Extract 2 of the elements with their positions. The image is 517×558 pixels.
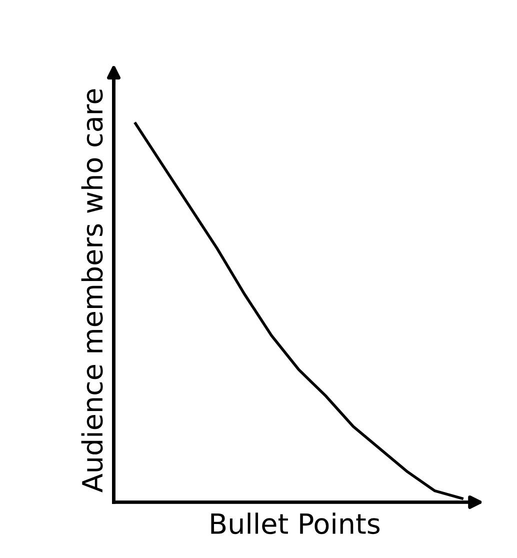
x-axis-title: Bullet Points: [211, 512, 380, 534]
y-axis-title: Audience members who care: [81, 89, 103, 492]
